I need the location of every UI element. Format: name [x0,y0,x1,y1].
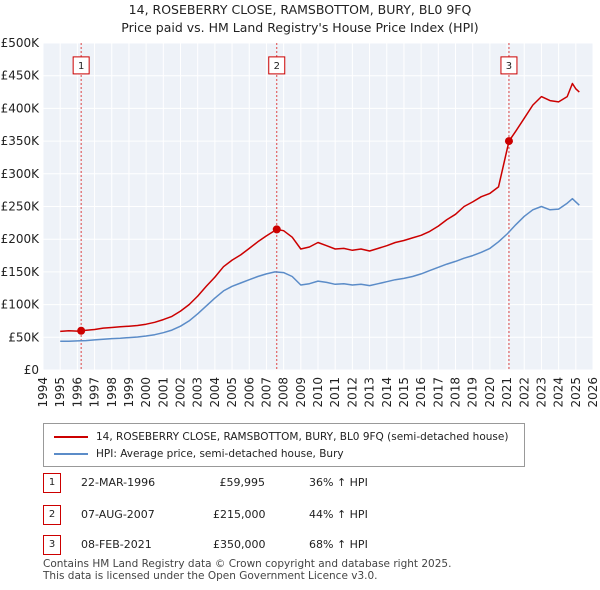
x-tick-label: 2000 [139,377,153,408]
sale-point [272,225,281,234]
y-tick-label: £500K [1,36,41,50]
sale-point [77,326,86,335]
x-tick-label: 1996 [70,377,84,408]
y-tick-label: £50K [8,330,40,344]
x-tick-label: 2009 [294,377,308,408]
y-tick-label: £450K [1,69,41,83]
x-tick-label: 2016 [414,377,428,408]
legend-swatch-property [54,436,88,438]
sale-marker-badge [268,56,286,75]
chart-subtitle: Price paid vs. HM Land Registry's House … [121,20,479,35]
x-tick-label: 2011 [328,377,342,408]
legend-label-property: 14, ROSEBERRY CLOSE, RAMSBOTTOM, BURY, B… [96,431,509,443]
sale-marker-label: 2 [274,61,280,72]
chart-legend: 14, ROSEBERRY CLOSE, RAMSBOTTOM, BURY, B… [43,423,525,467]
x-tick-label: 2008 [277,377,291,408]
legend-swatch-hpi [54,453,88,455]
x-tick-label: 2005 [225,377,239,408]
legend-label-hpi: HPI: Average price, semi-detached house,… [96,448,344,460]
x-tick-label: 2003 [191,377,205,408]
x-tick-label: 2026 [586,377,600,408]
x-tick-label: 2010 [311,377,325,408]
transaction-price: £215,000 [213,508,266,521]
y-tick-label: £0 [24,363,39,377]
x-tick-label: 2006 [242,377,256,408]
x-tick-label: 2021 [500,377,514,408]
y-tick-label: £150K [1,265,41,279]
transaction-hpi-change: 36% ↑ HPI [309,476,368,489]
y-tick-label: £350K [1,134,41,148]
x-tick-label: 2023 [534,377,548,408]
x-tick-label: 2018 [449,377,463,408]
hpi-line [60,197,580,342]
sale-point [504,137,513,146]
footer-copyright: Contains HM Land Registry data © Crown c… [43,558,452,570]
x-tick-label: 2013 [363,377,377,408]
y-tick-label: £300K [1,167,41,181]
x-tick-label: 2024 [552,377,566,408]
sale-marker-label: 3 [506,61,512,72]
x-tick-label: 1994 [36,377,50,408]
x-tick-label: 2001 [156,377,170,408]
transaction-date: 08-FEB-2021 [81,538,152,551]
x-tick-label: 2004 [208,377,222,408]
y-tick-label: £400K [1,101,41,115]
x-tick-label: 2025 [569,377,583,408]
y-tick-label: £100K [1,298,41,312]
x-tick-label: 2002 [174,377,188,408]
transaction-price: £59,995 [219,476,266,489]
transaction-date: 07-AUG-2007 [81,508,155,521]
transaction-badge: 1 [43,473,61,493]
x-tick-label: 2020 [483,377,497,408]
x-tick-label: 1997 [88,377,102,408]
x-tick-label: 2007 [259,377,273,408]
price-chart: £0 £50K £100K £150K £200K £250K £300K £350K £400… [1,36,600,408]
transaction-hpi-change: 68% ↑ HPI [309,538,368,551]
sale-marker-badge [72,56,90,75]
x-tick-label: 2017 [431,377,445,408]
sale-marker-label: 1 [78,61,84,72]
x-tick-label: 1998 [105,377,119,408]
transaction-badge: 2 [43,505,61,525]
y-tick-label: £200K [1,232,41,246]
transaction-badge: 3 [43,535,61,555]
transaction-date: 22-MAR-1996 [81,476,156,489]
property-price-line [60,82,580,333]
chart-title: 14, ROSEBERRY CLOSE, RAMSBOTTOM, BURY, B… [128,2,472,17]
x-tick-label: 1995 [53,377,67,408]
sale-marker-badge [500,56,518,75]
x-tick-label: 2014 [380,377,394,408]
x-tick-label: 2022 [517,377,531,408]
x-tick-label: 2019 [466,377,480,408]
footer-licence: This data is licensed under the Open Gov… [43,570,378,582]
y-tick-label: £250K [1,200,41,214]
x-tick-label: 1999 [122,377,136,408]
x-tick-label: 2012 [345,377,359,408]
transaction-price: £350,000 [213,538,266,551]
transaction-hpi-change: 44% ↑ HPI [309,508,368,521]
x-tick-label: 2015 [397,377,411,408]
